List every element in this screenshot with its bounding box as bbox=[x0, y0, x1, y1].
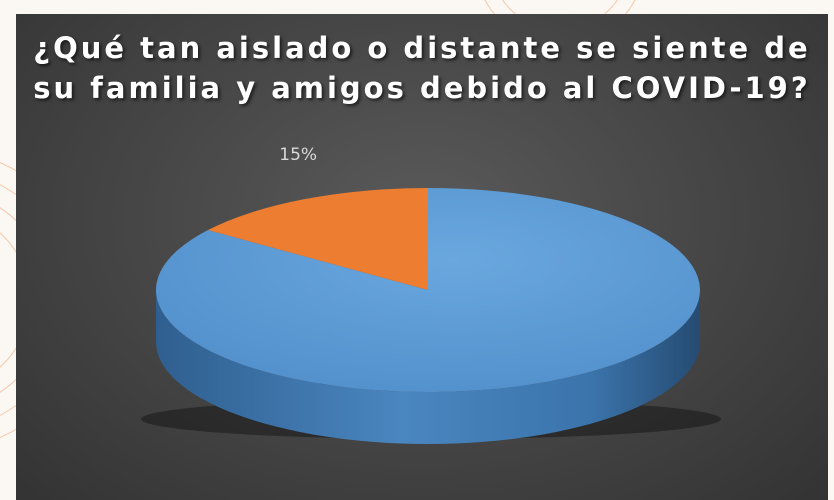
pie-chart: 15% bbox=[141, 145, 721, 444]
pie-slice-side bbox=[156, 290, 700, 444]
chart-title: ¿Qué tan aislado o distante se siente de… bbox=[33, 31, 811, 105]
pie-slice-1 bbox=[207, 188, 428, 290]
data-label-1: 15% bbox=[279, 145, 317, 165]
chart-panel: ¿Qué tan aislado o distante se siente de… bbox=[16, 14, 828, 500]
